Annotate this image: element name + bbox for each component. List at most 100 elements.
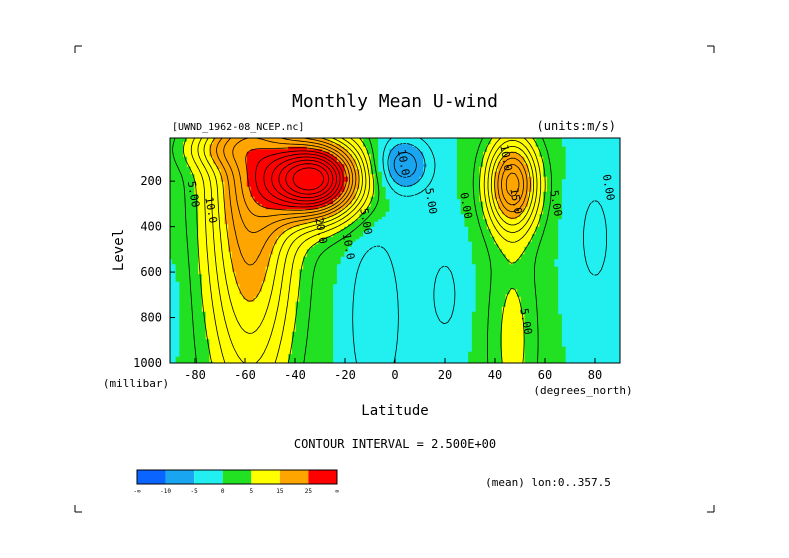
contour-fill-cell	[546, 138, 552, 140]
contour-fill-cell	[460, 186, 465, 190]
contour-fill-cell	[333, 156, 338, 160]
contour-fill-cell	[216, 179, 222, 183]
contour-fill-cell	[483, 159, 488, 163]
contour-fill-cell	[269, 181, 274, 185]
contour-fill-cell	[539, 156, 544, 160]
contour-fill-cell	[494, 191, 499, 195]
contour-fill-cell	[513, 151, 518, 155]
contour-fill-cell	[329, 186, 334, 190]
contour-fill-cell	[610, 161, 615, 165]
contour-fill-cell	[438, 144, 443, 148]
contour-fill-cell	[554, 169, 559, 173]
contour-fill-cell	[516, 176, 522, 180]
contour-fill-cell	[550, 151, 555, 155]
contour-fill-cell	[393, 138, 398, 140]
contour-fill-cell	[396, 184, 402, 188]
contour-fill-cell	[449, 144, 454, 148]
contour-fill-cell	[348, 149, 353, 153]
contour-fill-cell	[299, 171, 304, 175]
contour-fill-cell	[288, 174, 293, 178]
contour-fill-cell	[546, 191, 552, 195]
contour-fill-cell	[588, 169, 593, 173]
contour-fill-cell	[456, 144, 462, 148]
contour-fill-cell	[606, 154, 612, 158]
contour-fill-cell	[505, 171, 510, 175]
contour-fill-cell	[464, 149, 469, 153]
contour-fill-cell	[250, 186, 255, 190]
contour-fill-cell	[580, 146, 585, 150]
contour-fill-cell	[483, 138, 488, 140]
contour-fill-cell	[550, 141, 555, 145]
contour-fill-cell	[228, 161, 233, 165]
contour-fill-cell	[228, 176, 233, 180]
contour-fill-cell	[565, 159, 570, 163]
contour-fill-cell	[576, 151, 582, 155]
contour-fill-cell	[295, 156, 300, 160]
contour-fill-cell	[569, 186, 574, 190]
contour-fill-cell	[561, 174, 567, 178]
contour-fill-cell	[314, 189, 319, 193]
contour-fill-cell	[190, 181, 195, 185]
contour-fill-cell	[306, 151, 312, 155]
contour-fill-cell	[299, 156, 304, 160]
contour-fill-cell	[243, 164, 248, 168]
contour-fill-cell	[595, 154, 600, 158]
contour-fill-cell	[603, 159, 608, 163]
contour-fill-cell	[201, 154, 207, 158]
contour-fill-cell	[194, 189, 199, 193]
contour-fill-cell	[385, 156, 390, 160]
contour-fill-cell	[595, 151, 600, 155]
contour-fill-cell	[441, 191, 447, 195]
contour-fill-cell	[310, 189, 315, 193]
contour-fill-cell	[198, 176, 203, 180]
contour-fill-cell	[588, 146, 593, 150]
contour-fill-cell	[250, 171, 255, 175]
contour-fill-cell	[498, 184, 503, 188]
contour-fill-cell	[591, 179, 597, 183]
contour-fill-cell	[595, 161, 600, 165]
contour-fill-cell	[595, 139, 600, 143]
contour-fill-cell	[430, 146, 435, 150]
contour-fill-cell	[333, 146, 338, 150]
contour-fill-cell	[170, 156, 173, 160]
contour-fill-cell	[348, 139, 353, 143]
contour-fill-cell	[434, 176, 439, 180]
contour-fill-cell	[584, 149, 589, 153]
contour-fill-cell	[520, 151, 525, 155]
contour-fill-cell	[351, 171, 357, 175]
contour-fill-cell	[370, 154, 375, 158]
contour-fill-cell	[171, 146, 177, 150]
contour-fill-cell	[276, 189, 282, 193]
contour-fill-cell	[610, 176, 615, 180]
contour-fill-cell	[378, 139, 383, 143]
contour-fill-cell	[344, 181, 349, 185]
contour-fill-cell	[614, 156, 619, 160]
contour-fill-cell	[288, 189, 293, 193]
contour-fill-cell	[505, 138, 510, 140]
contour-fill-cell	[186, 159, 192, 163]
contour-fill-cell	[543, 154, 548, 158]
contour-fill-cell	[179, 149, 184, 153]
contour-fill-cell	[314, 164, 319, 168]
contour-fill-cell	[471, 174, 477, 178]
contour-fill-cell	[610, 179, 615, 183]
contour-fill-cell	[228, 166, 233, 170]
contour-fill-cell	[246, 161, 252, 165]
contour-fill-cell	[265, 156, 270, 160]
contour-fill-cell	[321, 166, 327, 170]
contour-fill-cell	[344, 186, 349, 190]
contour-fill-cell	[550, 144, 555, 148]
contour-fill-cell	[235, 179, 240, 183]
contour-fill-cell	[344, 138, 349, 140]
contour-fill-cell	[520, 139, 525, 143]
contour-fill-cell	[561, 164, 567, 168]
contour-fill-cell	[265, 161, 270, 165]
contour-fill-cell	[404, 186, 409, 190]
contour-fill-cell	[205, 181, 210, 185]
contour-fill-cell	[614, 189, 619, 193]
contour-fill-cell	[554, 146, 559, 150]
contour-fill-cell	[441, 154, 447, 158]
contour-fill-cell	[216, 184, 222, 188]
contour-fill-cell	[359, 146, 364, 150]
contour-fill-cell	[239, 189, 244, 193]
